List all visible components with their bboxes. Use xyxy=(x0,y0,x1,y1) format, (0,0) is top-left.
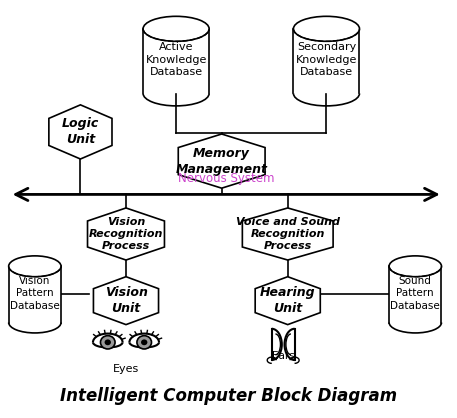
Text: Vision
Recognition
Process: Vision Recognition Process xyxy=(89,217,163,251)
Ellipse shape xyxy=(9,256,61,277)
Text: Secondary
Knowledge
Database: Secondary Knowledge Database xyxy=(296,43,357,77)
Text: Vision
Pattern
Database: Vision Pattern Database xyxy=(10,276,60,311)
Polygon shape xyxy=(143,29,209,93)
Circle shape xyxy=(101,336,115,349)
Text: Sound
Pattern
Database: Sound Pattern Database xyxy=(390,276,440,311)
Polygon shape xyxy=(293,29,360,93)
Text: Voice and Sound
Recognition
Process: Voice and Sound Recognition Process xyxy=(236,217,340,251)
Circle shape xyxy=(141,339,148,345)
Circle shape xyxy=(105,339,111,345)
Text: Active
Knowledge
Database: Active Knowledge Database xyxy=(145,43,207,77)
Polygon shape xyxy=(255,277,320,325)
Polygon shape xyxy=(49,105,112,159)
Ellipse shape xyxy=(143,16,209,41)
Polygon shape xyxy=(242,208,333,260)
Text: Eyes: Eyes xyxy=(113,364,139,375)
Text: Hearing
Unit: Hearing Unit xyxy=(260,286,315,315)
Text: Vision
Unit: Vision Unit xyxy=(105,286,148,315)
Text: Intelligent Computer Block Diagram: Intelligent Computer Block Diagram xyxy=(60,387,397,405)
Polygon shape xyxy=(389,266,441,323)
Polygon shape xyxy=(88,208,165,260)
Ellipse shape xyxy=(389,256,441,277)
Polygon shape xyxy=(178,134,265,188)
Ellipse shape xyxy=(293,16,360,41)
Text: Memory
Management: Memory Management xyxy=(175,147,268,176)
Text: Logic
Unit: Logic Unit xyxy=(62,117,99,146)
Text: Ears: Ears xyxy=(272,351,295,361)
Polygon shape xyxy=(9,266,61,323)
Polygon shape xyxy=(93,277,159,325)
Circle shape xyxy=(137,336,152,349)
Text: Nervous System: Nervous System xyxy=(178,172,275,185)
